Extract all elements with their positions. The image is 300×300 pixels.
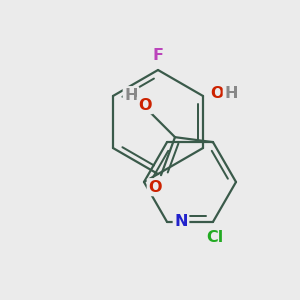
Text: H: H xyxy=(124,88,138,103)
Text: O: O xyxy=(210,86,224,101)
Text: H: H xyxy=(224,86,238,101)
Text: OH: OH xyxy=(213,86,237,101)
Text: O: O xyxy=(138,98,152,113)
Text: F: F xyxy=(152,49,164,64)
Text: Cl: Cl xyxy=(206,230,224,245)
Text: N: N xyxy=(174,214,188,229)
Text: O: O xyxy=(148,180,162,195)
